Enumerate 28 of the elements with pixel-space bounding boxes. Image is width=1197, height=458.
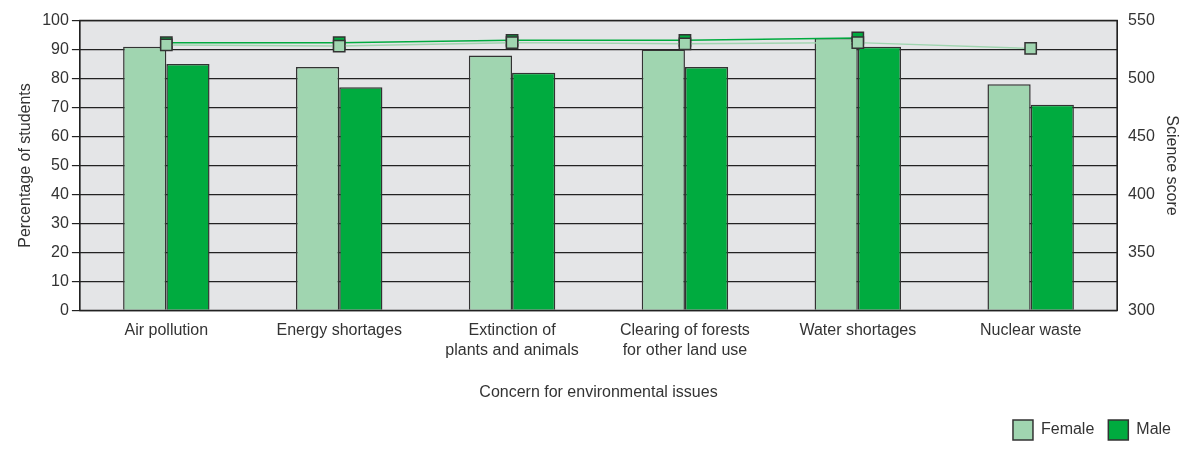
y2-axis-title: Science score xyxy=(1163,115,1181,216)
x-tick-label: Water shortages xyxy=(799,321,917,339)
y-tick-label: 100 xyxy=(42,11,69,29)
y-tick-label: 10 xyxy=(51,271,69,289)
legend-label: Female xyxy=(1040,420,1095,438)
y-tick-label: 30 xyxy=(51,213,69,231)
y2-tick-label: 450 xyxy=(1128,126,1155,144)
legend-label: Male xyxy=(1136,420,1172,438)
y-tick-label: 70 xyxy=(51,97,69,115)
y-tick-label: 80 xyxy=(51,68,69,86)
y-tick-label: 50 xyxy=(51,155,69,173)
y-tick-label: 40 xyxy=(51,184,69,202)
y2-tick-label: 400 xyxy=(1128,184,1155,202)
x-tick-label: Air pollution xyxy=(124,321,209,339)
x-tick-label: Energy shortages xyxy=(276,321,402,339)
y-tick-label: 0 xyxy=(59,300,69,318)
x-axis-title: Concern for environmental issues xyxy=(479,382,718,400)
x-tick-label: Nuclear waste xyxy=(979,321,1082,339)
y-tick-label: 90 xyxy=(51,39,69,57)
y-tick-label: 60 xyxy=(51,126,69,144)
x-tick-label: Clearing of forests for other land use xyxy=(620,321,750,358)
y2-tick-label: 300 xyxy=(1128,300,1155,318)
y2-tick-label: 500 xyxy=(1128,68,1155,86)
y2-tick-label: 550 xyxy=(1128,11,1155,29)
x-tick-label: Extinction of plants and animals xyxy=(445,321,579,358)
y-tick-label: 20 xyxy=(51,242,69,260)
y-axis-title: Percentage of students xyxy=(16,83,34,248)
y2-tick-label: 350 xyxy=(1128,242,1155,260)
